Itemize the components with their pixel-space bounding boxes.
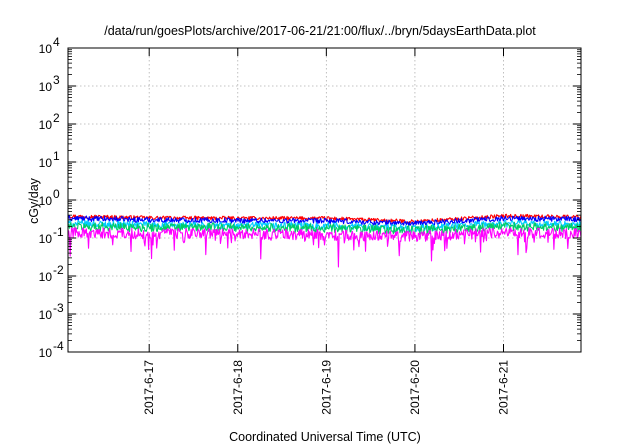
- y-tick-exponent: 0: [53, 187, 60, 201]
- y-tick-label: 10: [39, 308, 53, 322]
- x-tick-label: 2017-6-20: [408, 360, 422, 415]
- y-tick-exponent: 3: [53, 73, 60, 87]
- x-tick-label: 2017-6-18: [231, 360, 245, 415]
- y-tick-label: 10: [39, 270, 53, 284]
- x-tick-label: 2017-6-17: [142, 360, 156, 415]
- series-line: [67, 221, 582, 235]
- y-axis-label: cGy/day: [27, 177, 41, 224]
- y-tick-exponent: -4: [53, 339, 64, 353]
- y-tick-label: 10: [39, 80, 53, 94]
- y-tick-exponent: -3: [53, 301, 64, 315]
- y-tick-exponent: 1: [53, 149, 60, 163]
- y-tick-exponent: -1: [53, 225, 64, 239]
- x-tick-label: 2017-6-21: [496, 360, 510, 415]
- y-tick-exponent: -2: [53, 263, 64, 277]
- ticks: [68, 47, 581, 353]
- series-line: [67, 215, 582, 227]
- y-tick-label: 10: [39, 346, 53, 360]
- y-tick-label: 10: [39, 156, 53, 170]
- y-tick-label: 10: [39, 232, 53, 246]
- series-line: [67, 227, 582, 268]
- x-tick-label: 2017-6-19: [319, 360, 333, 415]
- grid-lines: [68, 48, 581, 352]
- y-tick-label: 10: [39, 42, 53, 56]
- y-tick-label: 10: [39, 194, 53, 208]
- chart-title: /data/run/goesPlots/archive/2017-06-21/2…: [104, 24, 536, 38]
- y-tick-label: 10: [39, 118, 53, 132]
- x-axis-label: Coordinated Universal Time (UTC): [229, 430, 421, 444]
- y-tick-exponent: 4: [53, 35, 60, 49]
- y-tick-exponent: 2: [53, 111, 60, 125]
- series-lines: [67, 213, 582, 268]
